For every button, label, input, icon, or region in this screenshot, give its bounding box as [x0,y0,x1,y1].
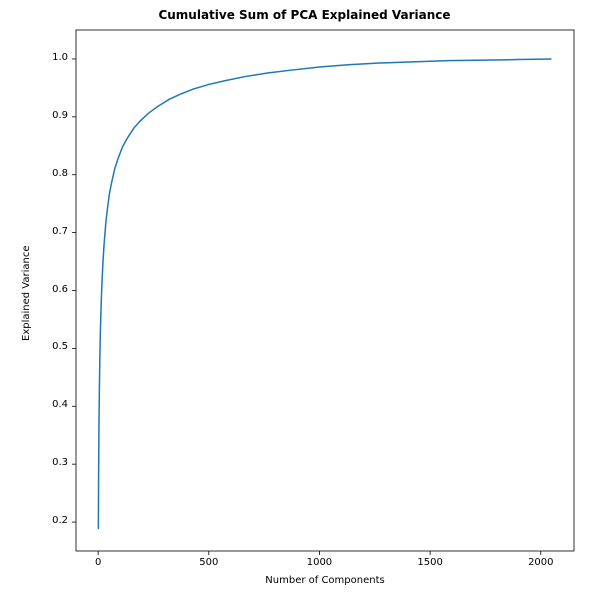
y-tick-label: 0.2 [52,515,68,526]
y-tick-label: 1.0 [52,52,68,63]
x-axis-label: Number of Components [76,575,574,586]
x-tick-label: 1000 [299,557,339,568]
y-tick-label: 0.8 [52,168,68,179]
x-tick-label: 0 [78,557,118,568]
x-tick-label: 2000 [521,557,561,568]
y-tick-label: 0.3 [52,457,68,468]
x-tick-label: 1500 [410,557,450,568]
y-tick-label: 0.9 [52,110,68,121]
figure: Cumulative Sum of PCA Explained Variance… [0,0,609,604]
plot-svg [0,0,609,604]
y-tick-label: 0.6 [52,284,68,295]
chart-title: Cumulative Sum of PCA Explained Variance [0,8,609,22]
y-tick-label: 0.7 [52,226,68,237]
series-line [98,59,551,529]
y-axis-label: Explained Variance [21,245,32,340]
y-tick-label: 0.4 [52,399,68,410]
x-tick-label: 500 [189,557,229,568]
y-tick-label: 0.5 [52,341,68,352]
